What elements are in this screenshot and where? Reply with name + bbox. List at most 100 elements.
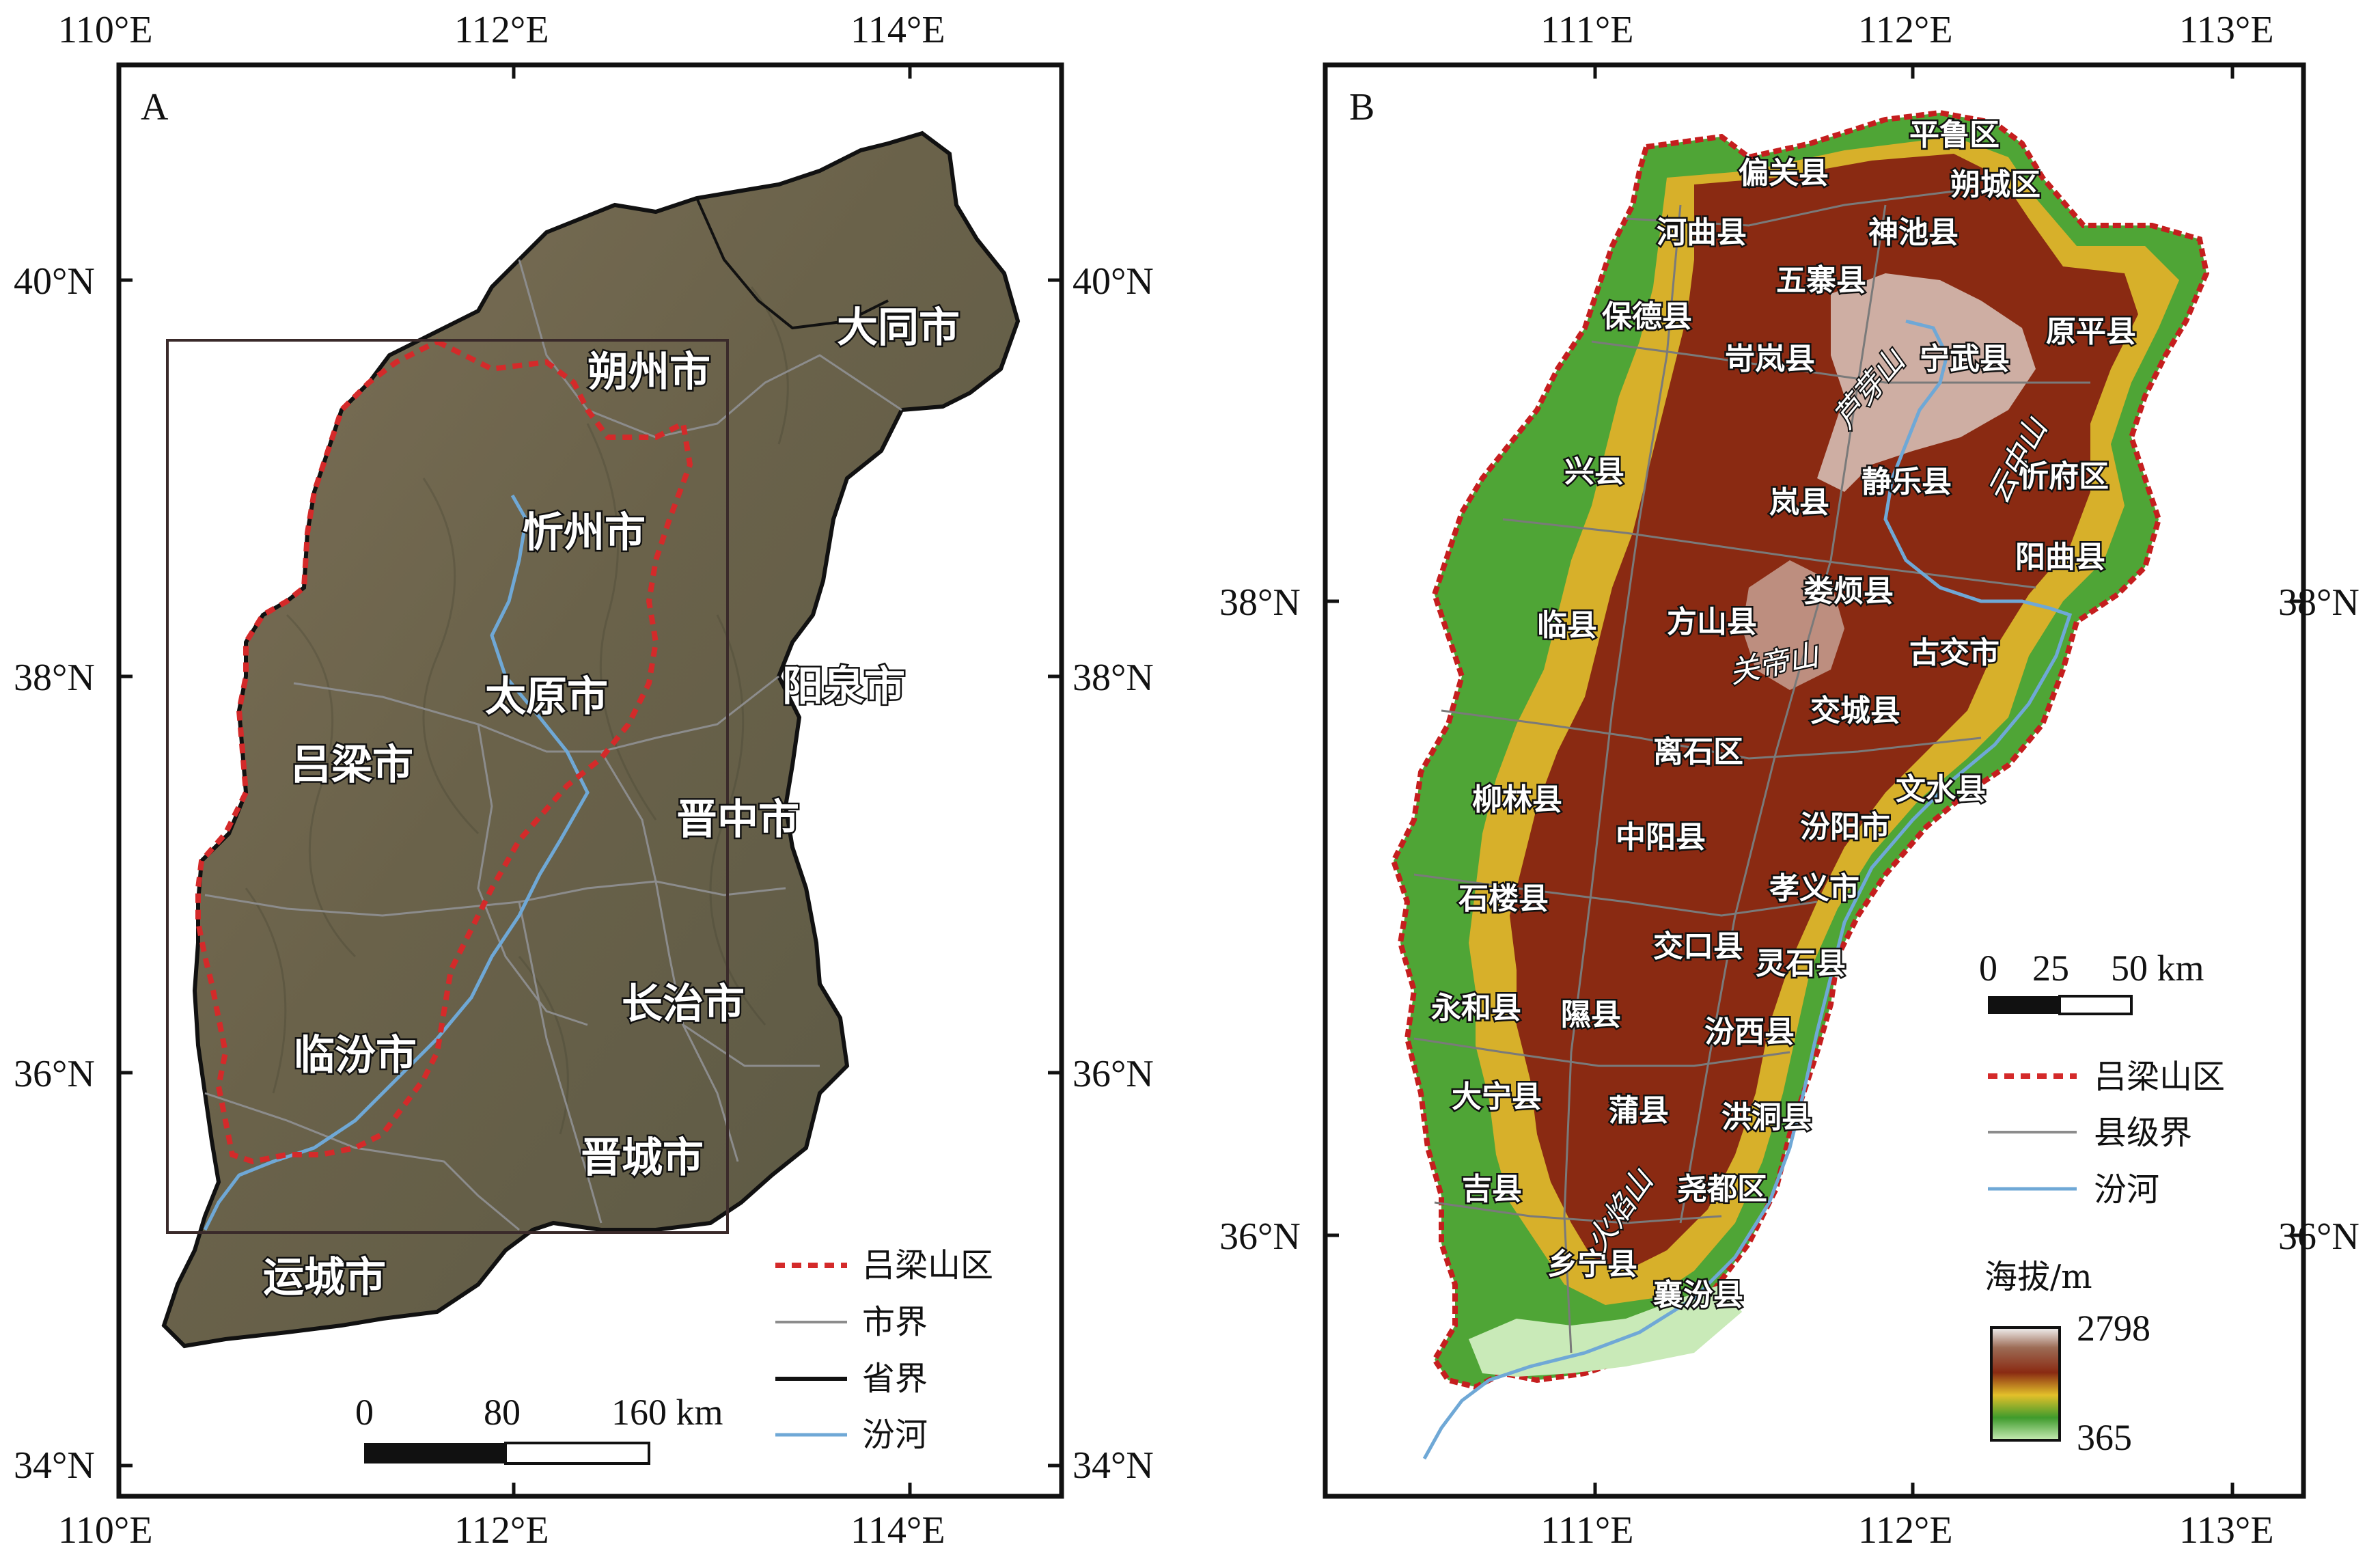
label-lingshi: 灵石县 xyxy=(1756,946,1846,981)
elevation-title: 海拔/m xyxy=(1984,1258,2092,1296)
label-loufan: 娄烦县 xyxy=(1803,574,1894,609)
tick-a-bottom-0: 110°E xyxy=(58,1509,153,1552)
label-ningwu: 宁武县 xyxy=(1920,342,2010,376)
label-hongdong: 洪洞县 xyxy=(1721,1100,1812,1135)
legend-a-province: 省界 xyxy=(862,1360,928,1398)
tick-a-bottom-2: 114°E xyxy=(850,1509,945,1552)
label-kelan: 岢岚县 xyxy=(1725,342,1815,376)
scale-bar-a: 0 80 160 km xyxy=(355,1392,723,1465)
label-baode: 保德县 xyxy=(1602,299,1692,334)
label-fenyang: 汾阳市 xyxy=(1800,810,1890,844)
tick-a-right-2: 36°N xyxy=(1073,1053,1154,1095)
panel-b: B 平鲁区 偏关县 朔城区 河 xyxy=(1219,9,2360,1552)
label-xinzhou: 忻州市 xyxy=(523,509,646,557)
fen-river-b xyxy=(1422,319,2073,1460)
tick-b-top-0: 111°E xyxy=(1540,9,1633,51)
scale-a-white xyxy=(504,1442,650,1465)
tick-b-bottom-0: 111°E xyxy=(1540,1509,1633,1552)
label-yuncheng: 运城市 xyxy=(263,1254,386,1302)
scale-b-mid: 25 xyxy=(2032,948,2069,989)
tick-a-right-3: 34°N xyxy=(1073,1444,1154,1487)
elevation-max: 2798 xyxy=(2077,1308,2150,1349)
label-wenshui: 文水县 xyxy=(1896,772,1986,807)
label-yaodu: 尧都区 xyxy=(1677,1172,1767,1207)
legend-b-river: 汾河 xyxy=(2094,1170,2159,1209)
tick-a-top-1: 112°E xyxy=(454,9,549,51)
label-linfen: 临汾市 xyxy=(294,1032,417,1080)
city-boundaries xyxy=(204,259,902,1231)
scale-b-black xyxy=(1988,996,2060,1014)
scale-b-zero: 0 xyxy=(1979,948,1997,989)
label-datong: 大同市 xyxy=(837,304,960,352)
label-pu: 蒲县 xyxy=(1609,1093,1669,1128)
terrain-peaks-guandi xyxy=(1742,560,1844,690)
label-lan: 岚县 xyxy=(1769,485,1829,520)
label-pinglu: 平鲁区 xyxy=(1909,118,2000,152)
ticks-b: 111°E 112°E 113°E 111°E 112°E 113°E 38°N… xyxy=(1219,9,2360,1552)
panel-a: A xyxy=(14,9,1154,1552)
tick-b-left-1: 36°N xyxy=(1219,1215,1301,1258)
label-xinfu: 忻府区 xyxy=(2019,459,2109,494)
label-yangquan: 阳泉市 xyxy=(782,663,905,711)
tick-a-right-0: 40°N xyxy=(1073,260,1154,303)
county-labels: 平鲁区 偏关县 朔城区 河曲县 神池县 五寨县 保德县 岢岚县 宁武县 原平县 … xyxy=(1430,116,2138,1315)
terrain-low-basin xyxy=(1469,1284,1742,1377)
tick-a-left-2: 36°N xyxy=(14,1053,95,1095)
legend-b-region: 吕梁山区 xyxy=(2094,1058,2225,1096)
tick-a-top-2: 114°E xyxy=(850,9,945,51)
tick-b-bottom-2: 113°E xyxy=(2179,1509,2274,1552)
tick-a-left-1: 38°N xyxy=(14,657,95,699)
legend-a-city: 市界 xyxy=(862,1303,928,1341)
lvliang-region-boundary-a xyxy=(195,338,693,1165)
scale-b-end: 50 km xyxy=(2111,948,2204,989)
label-xiaoyi: 孝义市 xyxy=(1769,871,1859,906)
label-fenxi: 汾西县 xyxy=(1704,1015,1795,1049)
legend-b-county: 县级界 xyxy=(2094,1114,2192,1152)
panel-b-letter: B xyxy=(1349,86,1374,128)
elevation-colorbar xyxy=(1990,1326,2061,1442)
label-hequ: 河曲县 xyxy=(1657,215,1747,250)
label-xiangning: 乡宁县 xyxy=(1547,1247,1637,1282)
terrain-brown-core xyxy=(1510,154,2138,1271)
label-lishi: 离石区 xyxy=(1653,734,1743,769)
label-wuzhai: 五寨县 xyxy=(1776,263,1866,298)
elevation-legend: 海拔/m 2798 365 xyxy=(1984,1258,2150,1458)
label-shenchi: 神池县 xyxy=(1868,215,1959,250)
scale-b-white xyxy=(2058,995,2133,1015)
label-jiaocheng: 交城县 xyxy=(1810,693,1900,728)
tick-b-top-1: 112°E xyxy=(1858,9,1953,51)
province-internal-line xyxy=(695,197,889,330)
tick-b-bottom-1: 112°E xyxy=(1858,1509,1953,1552)
label-ji: 吉县 xyxy=(1462,1172,1522,1207)
label-jincheng: 晋城市 xyxy=(581,1134,704,1182)
county-boundaries xyxy=(1413,190,2090,1353)
label-yangqu: 阳曲县 xyxy=(2015,540,2105,575)
shanxi-province-shape xyxy=(161,130,1021,1349)
tick-a-top-0: 110°E xyxy=(58,9,153,51)
scale-a-mid: 80 xyxy=(484,1392,521,1433)
label-jingle: 静乐县 xyxy=(1862,465,1952,499)
label-yonghe: 永和县 xyxy=(1431,991,1521,1026)
legend-a: 吕梁山区 市界 省界 汾河 xyxy=(775,1246,993,1454)
label-xi: 隰县 xyxy=(1561,998,1621,1032)
tick-a-bottom-1: 112°E xyxy=(454,1509,549,1552)
label-shilou: 石楼县 xyxy=(1458,881,1549,916)
ticks-a: 110°E 112°E 114°E 110°E 112°E 114°E 40°N… xyxy=(14,9,1154,1552)
label-lvliang: 吕梁市 xyxy=(290,741,413,789)
scale-bar-b: 0 25 50 km xyxy=(1979,948,2204,1015)
label-fangshan: 方山县 xyxy=(1667,605,1757,640)
tick-b-top-2: 113°E xyxy=(2179,9,2274,51)
label-liulin: 柳林县 xyxy=(1472,782,1562,817)
label-zhongyang: 中阳县 xyxy=(1616,820,1706,855)
panel-a-letter: A xyxy=(141,86,169,128)
label-shuocheng: 朔城区 xyxy=(1950,167,2040,202)
scale-a-end: 160 km xyxy=(611,1392,723,1433)
label-taiyuan: 太原市 xyxy=(485,673,608,721)
legend-b: 吕梁山区 县级界 汾河 xyxy=(1988,1058,2225,1209)
inset-extent-rect xyxy=(166,339,729,1234)
label-changzhi: 长治市 xyxy=(622,980,745,1028)
legend-a-river: 汾河 xyxy=(862,1416,928,1454)
tick-a-left-3: 34°N xyxy=(14,1444,95,1487)
label-daning: 大宁县 xyxy=(1452,1080,1542,1114)
